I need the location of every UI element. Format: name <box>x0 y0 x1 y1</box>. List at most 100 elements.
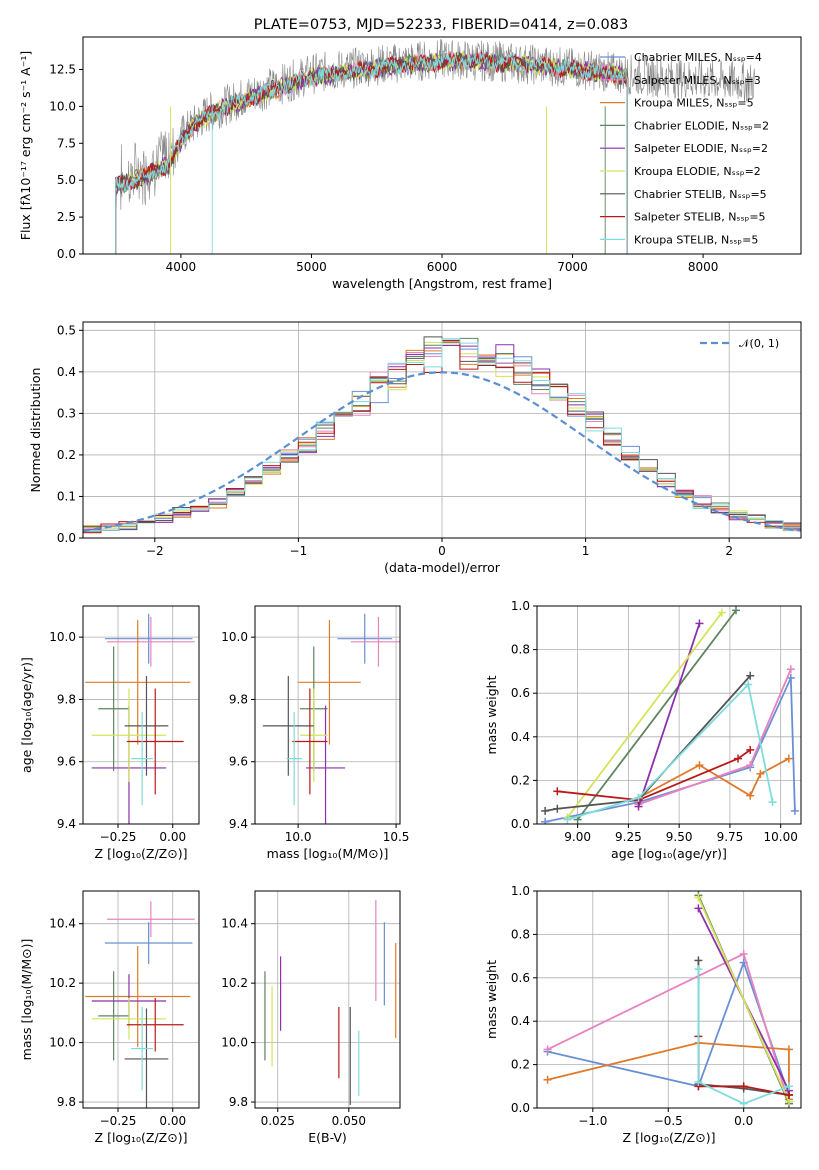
mass-weight-line <box>547 1041 790 1100</box>
y-tick-label: 0.3 <box>57 406 76 420</box>
y-tick-label: 0.0 <box>57 247 76 261</box>
x-tick-label: 9.25 <box>615 830 642 844</box>
legend-entry: Chabrier MILES, Nₛₛₚ=4 <box>634 51 762 64</box>
x-tick-label: 6000 <box>427 260 458 274</box>
y-tick-label: 0.6 <box>511 686 530 700</box>
y-axis-label: mass weight <box>484 960 499 1039</box>
y-tick-label: 10.2 <box>221 976 248 990</box>
x-axis-label: wavelength [Angstrom, rest frame] <box>332 276 552 291</box>
y-tick-label: 1.0 <box>511 884 530 898</box>
axes-frame <box>82 890 200 1109</box>
plot-area <box>255 606 400 824</box>
x-tick-label: 0.00 <box>159 830 186 844</box>
x-tick-label: 2 <box>725 544 733 558</box>
x-axis-label: Z [log₁₀(Z/Z⊙)] <box>95 1130 188 1145</box>
plot-area <box>537 891 801 1108</box>
plot-area <box>115 39 756 254</box>
y-tick-label: 0.8 <box>511 927 530 941</box>
x-tick-label: 0.0 <box>734 1114 753 1128</box>
mass-weight-line <box>576 609 737 821</box>
y-tick-label: 0.0 <box>57 531 76 545</box>
y-tick-label: 9.8 <box>57 1095 76 1109</box>
y-tick-label: 9.6 <box>57 755 76 769</box>
model-spectrum-line <box>115 50 628 254</box>
axes-frame <box>536 890 802 1109</box>
y-tick-label: 0.2 <box>57 448 76 462</box>
y-axis-label: age [log₁₀(age/yr)] <box>19 657 34 773</box>
legend-entry: Salpeter MILES, Nₛₛₚ=3 <box>634 74 761 87</box>
x-tick-label: 0 <box>438 544 446 558</box>
x-axis-label: (data-model)/error <box>384 560 501 575</box>
y-axis-label: mass [log₁₀(M/M⊙)] <box>19 939 34 1061</box>
plot-area <box>83 891 199 1108</box>
y-tick-label: 5.0 <box>57 173 76 187</box>
x-tick-label: −0.25 <box>100 1114 137 1128</box>
axes-frame <box>254 605 401 825</box>
legend-entry: Chabrier ELODIE, Nₛₛₚ=2 <box>634 119 769 132</box>
y-tick-label: 9.8 <box>229 1095 248 1109</box>
y-tick-label: 0.2 <box>511 1058 530 1072</box>
y-tick-label: 9.8 <box>57 692 76 706</box>
y-axis-label: Normed distribution <box>28 368 43 493</box>
model-spectrum-line <box>115 51 628 254</box>
mass-weight-line <box>637 623 701 807</box>
legend-entry: Kroupa STELIB, Nₛₛₚ=5 <box>634 233 758 246</box>
y-tick-label: 0.0 <box>511 1101 530 1115</box>
panel-spectrum: 4000 5000 6000 7000 8000 0.0 2.5 5.0 7.5 10.0 12.5… <box>18 36 802 291</box>
axes-frame <box>254 890 401 1109</box>
y-tick-label: 0.0 <box>511 817 530 831</box>
x-tick-label: 5000 <box>296 260 327 274</box>
panel-mass_weight_vs_Z: −1.0 −0.5 0.0 0.0 0.2 0.4 0.6 0.8 1.0 Z [log₁₀(Z/… <box>484 884 802 1145</box>
x-tick-label: 9.50 <box>666 830 693 844</box>
y-tick-label: 0.5 <box>57 323 76 337</box>
legend-entry: Chabrier STELIB, Nₛₛₚ=5 <box>634 188 767 201</box>
panel-age_vs_Z: −0.25 0.00 9.4 9.6 9.8 10.0 Z [log₁₀(Z/Z⊙)] age… <box>19 605 200 861</box>
observed-spectrum-line <box>115 39 756 210</box>
legend-entry: Kroupa ELODIE, Nₛₛₚ=2 <box>634 165 761 178</box>
axes-frame <box>82 605 200 825</box>
y-tick-label: 0.8 <box>511 643 530 657</box>
panel-mass_weight_vs_age: 9.00 9.25 9.50 9.75 10.00 0.0 0.2 0.4 0.6 0.8 1.0 a… <box>484 599 802 861</box>
gaussian-curve <box>83 371 801 532</box>
panel-mass_vs_Z: −0.25 0.00 9.8 10.0 10.2 10.4 Z [log₁₀(Z/Z⊙)] m… <box>19 890 200 1145</box>
y-axis-label: mass weight <box>484 675 499 754</box>
model-spectrum-line <box>115 50 628 254</box>
x-axis-label: E(B-V) <box>308 1130 347 1145</box>
y-tick-label: 9.6 <box>229 755 248 769</box>
mass-weight-line <box>567 682 774 821</box>
model-spectrum-line <box>115 52 628 254</box>
panel-residuals: −2 −1 0 1 2 0.0 0.1 0.2 0.3 0.4 0.5 (data-model)/er… <box>28 321 802 575</box>
plot-area <box>537 606 801 824</box>
x-tick-label: 9.00 <box>564 830 591 844</box>
y-tick-label: 0.2 <box>511 773 530 787</box>
x-tick-label: 1 <box>582 544 590 558</box>
x-axis-label: age [log₁₀(age/yr)] <box>611 846 727 861</box>
x-tick-label: −0.5 <box>654 1114 683 1128</box>
y-tick-label: 0.4 <box>57 365 76 379</box>
x-tick-label: 10.00 <box>764 830 798 844</box>
x-tick-label: −1.0 <box>578 1114 607 1128</box>
x-axis-label: Z [log₁₀(Z/Z⊙)] <box>95 846 188 861</box>
model-spectrum-line <box>115 51 628 254</box>
y-tick-label: 10.0 <box>49 99 76 113</box>
y-tick-label: 10.0 <box>49 630 76 644</box>
mass-weight-line <box>557 749 751 801</box>
figure-title: PLATE=0753, MJD=52233, FIBERID=0414, z=0… <box>254 17 628 33</box>
x-tick-label: −1 <box>290 544 308 558</box>
y-tick-label: 12.5 <box>49 62 76 76</box>
x-tick-label: 9.75 <box>717 830 744 844</box>
y-tick-label: 10.2 <box>49 976 76 990</box>
legend-entry: Kroupa MILES, Nₛₛₚ=5 <box>634 97 754 110</box>
x-tick-label: 10.5 <box>383 830 410 844</box>
mass-weight-line <box>566 611 723 819</box>
plot-area <box>83 606 199 824</box>
x-tick-label: 0.025 <box>261 1114 295 1128</box>
y-tick-label: 7.5 <box>57 136 76 150</box>
plot-area <box>255 891 400 1108</box>
legend-entry: Salpeter ELODIE, Nₛₛₚ=2 <box>634 142 768 155</box>
y-tick-label: 10.4 <box>221 917 248 931</box>
x-tick-label: 10.0 <box>285 830 312 844</box>
x-tick-label: 7000 <box>557 260 588 274</box>
panel-mass_vs_ebv: 0.025 0.050 9.8 10.0 10.2 10.4 E(B-V) <box>221 890 401 1145</box>
